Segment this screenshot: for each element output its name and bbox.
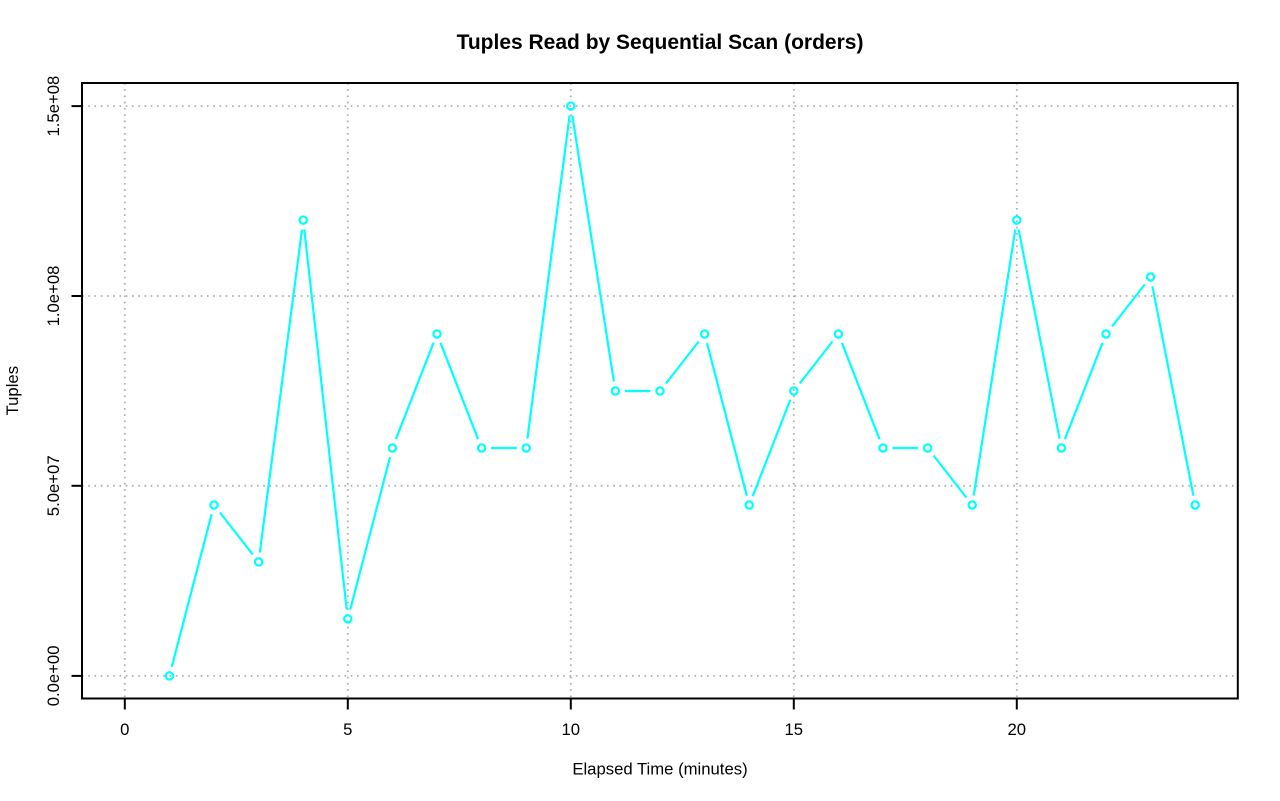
svg-text:1.5e+08: 1.5e+08: [44, 76, 63, 137]
svg-text:0: 0: [120, 720, 129, 739]
svg-text:1.0e+08: 1.0e+08: [44, 266, 63, 327]
svg-text:20: 20: [1008, 720, 1027, 739]
svg-text:15: 15: [785, 720, 804, 739]
svg-text:0.0e+00: 0.0e+00: [44, 646, 63, 707]
svg-text:Elapsed Time (minutes): Elapsed Time (minutes): [572, 760, 747, 779]
svg-text:Tuples: Tuples: [3, 366, 22, 415]
svg-text:5: 5: [343, 720, 352, 739]
svg-text:Tuples Read by Sequential Scan: Tuples Read by Sequential Scan (orders): [457, 31, 864, 54]
svg-text:5.0e+07: 5.0e+07: [44, 455, 63, 516]
svg-text:10: 10: [562, 720, 581, 739]
